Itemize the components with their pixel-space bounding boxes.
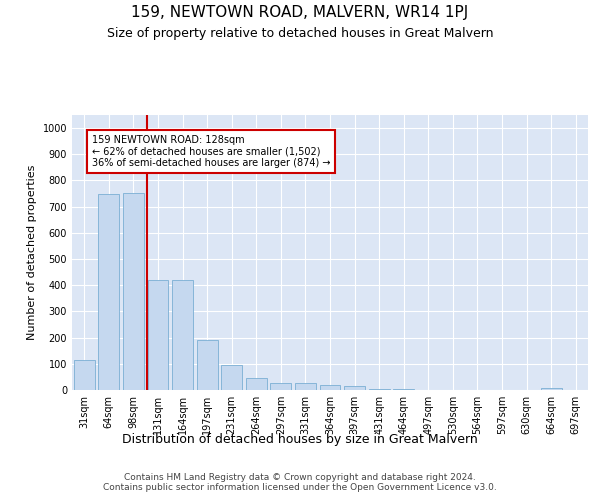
Bar bbox=[221, 364, 242, 390]
Bar bbox=[271, 383, 292, 390]
Y-axis label: Number of detached properties: Number of detached properties bbox=[27, 165, 37, 340]
Bar bbox=[246, 378, 267, 390]
Text: Distribution of detached houses by size in Great Malvern: Distribution of detached houses by size … bbox=[122, 432, 478, 446]
Bar bbox=[541, 388, 562, 390]
Bar bbox=[197, 340, 218, 390]
Text: Size of property relative to detached houses in Great Malvern: Size of property relative to detached ho… bbox=[107, 28, 493, 40]
Bar bbox=[172, 280, 193, 390]
Bar bbox=[74, 360, 95, 390]
Bar bbox=[123, 193, 144, 390]
Bar bbox=[368, 388, 389, 390]
Bar bbox=[393, 389, 414, 390]
Bar bbox=[344, 386, 365, 390]
Bar bbox=[148, 280, 169, 390]
Bar bbox=[320, 386, 340, 390]
Text: 159 NEWTOWN ROAD: 128sqm
← 62% of detached houses are smaller (1,502)
36% of sem: 159 NEWTOWN ROAD: 128sqm ← 62% of detach… bbox=[92, 134, 330, 168]
Text: 159, NEWTOWN ROAD, MALVERN, WR14 1PJ: 159, NEWTOWN ROAD, MALVERN, WR14 1PJ bbox=[131, 5, 469, 20]
Text: Contains HM Land Registry data © Crown copyright and database right 2024.
Contai: Contains HM Land Registry data © Crown c… bbox=[103, 472, 497, 492]
Bar bbox=[98, 194, 119, 390]
Bar bbox=[295, 383, 316, 390]
